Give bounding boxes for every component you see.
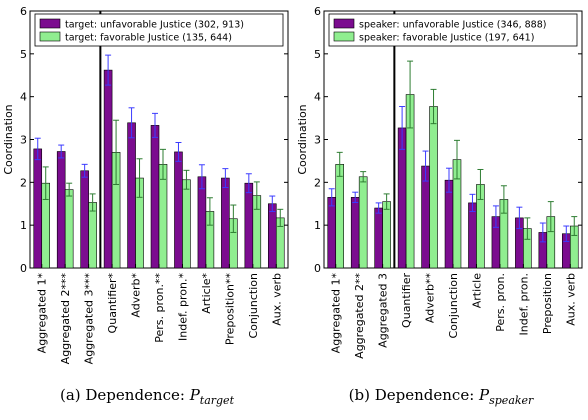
bar-unfavorable <box>244 182 254 269</box>
bar-unfavorable <box>80 170 89 269</box>
legend <box>328 13 578 47</box>
y-tick-label: 0 <box>314 262 321 275</box>
chart-panel-b: 0 1 2 3 4 5 6 Coordination Aggregated 1* Aggregat… <box>294 0 588 420</box>
bar-unfavorable <box>350 197 360 269</box>
bar-unfavorable <box>267 203 277 269</box>
y-tick-label: 5 <box>314 48 321 61</box>
chart-panel-a: 0 1 2 3 4 5 6 Coordination Aggregated 1* Aggregat… <box>0 5 294 407</box>
y-tick-label: 5 <box>20 48 27 61</box>
legend-label: speaker: unfavorable Justice (346, 888) <box>359 20 546 31</box>
x-tick-label: Article <box>470 273 483 309</box>
x-tick-label: Aggregated 2** <box>353 273 366 359</box>
bar-unfavorable <box>327 197 337 269</box>
legend-label: speaker: favorable Justice (197, 641) <box>359 33 534 44</box>
x-tick-label: Aggregated 3 <box>377 273 390 348</box>
x-tick-label: Quantifier <box>400 273 413 328</box>
bar-unfavorable <box>56 151 66 269</box>
bar-unfavorable <box>468 202 477 269</box>
x-tick-label: Preposition <box>541 273 554 334</box>
x-tick-label: Article* <box>200 273 213 314</box>
x-tick-label: Adverb* <box>130 273 143 318</box>
caption-a-subscript: target <box>199 394 234 407</box>
bar-favorable <box>158 164 168 269</box>
x-tick-label: Preposition** <box>223 273 236 346</box>
y-tick-label: 2 <box>314 176 321 189</box>
y-tick-label: 3 <box>314 134 321 147</box>
bar-favorable <box>429 106 438 269</box>
y-axis-label: Coordination <box>2 104 15 174</box>
y-tick-label: 1 <box>314 219 321 232</box>
caption-b-prefix: (b) Dependence: <box>348 386 480 404</box>
bar-favorable <box>335 164 345 269</box>
x-tick-label: Pers. pron. <box>494 273 507 332</box>
x-tick-label: Indef. pron. <box>517 273 530 336</box>
legend-swatch-unfavorable <box>333 18 355 29</box>
legend-label: target: favorable Justice (135, 644) <box>65 33 232 44</box>
y-tick-label: 3 <box>20 134 27 147</box>
y-tick-label: 2 <box>20 176 27 189</box>
y-tick-label: 4 <box>20 91 27 104</box>
bar-unfavorable <box>33 148 43 269</box>
caption-a-prefix: (a) Dependence: <box>59 386 190 404</box>
bar-favorable <box>182 179 191 269</box>
bar-unfavorable <box>197 176 207 269</box>
x-tick-label: Aggregated 2*** <box>59 273 72 365</box>
x-tick-label: Indef. pron.* <box>176 273 189 341</box>
x-tick-label: Aggregated 3*** <box>83 273 96 365</box>
y-tick-label: 4 <box>314 91 321 104</box>
caption-b-subscript: speaker <box>489 394 534 407</box>
y-tick-label: 0 <box>20 262 27 275</box>
bar-favorable <box>382 201 391 269</box>
caption-a-symbol: P <box>189 386 200 404</box>
y-tick-label: 1 <box>20 219 27 232</box>
caption-a: (a) Dependence: Ptarget <box>0 386 294 407</box>
bar-unfavorable <box>221 177 230 269</box>
legend-swatch-unfavorable <box>39 18 61 29</box>
caption-b-symbol: P <box>479 386 490 404</box>
x-tick-label: Aggregated 1* <box>36 273 49 354</box>
x-tick-label: Aggregated 1* <box>330 273 343 354</box>
y-axis-label: Coordination <box>296 104 309 174</box>
x-tick-label: Conjunction <box>247 273 260 339</box>
bar-unfavorable <box>374 207 383 269</box>
chart-b: 0 1 2 3 4 5 6 Coordination Aggregated 1* Aggregat… <box>296 5 583 359</box>
x-tick-label: Adverb** <box>424 273 437 324</box>
bar-unfavorable <box>174 151 183 269</box>
x-tick-label: Aux. verb <box>564 273 577 326</box>
bar-favorable <box>358 176 368 269</box>
x-tick-label: Aux. verb <box>270 273 283 326</box>
bar-favorable <box>88 202 97 269</box>
y-tick-label: 6 <box>20 5 27 18</box>
legend-swatch-favorable <box>333 31 355 42</box>
y-tick-label: 6 <box>314 5 321 18</box>
bar-unfavorable <box>150 125 160 269</box>
x-tick-label: Quantifier* <box>106 273 119 334</box>
legend-swatch-favorable <box>39 31 61 42</box>
bar-unfavorable <box>444 179 454 269</box>
legend-label: target: unfavorable Justice (302, 913) <box>65 20 244 31</box>
bar-unfavorable <box>127 122 136 269</box>
legend <box>34 13 284 47</box>
bar-unfavorable <box>103 69 113 269</box>
x-tick-label: Pers. pron.** <box>153 273 166 343</box>
caption-b: (b) Dependence: Pspeaker <box>294 386 588 407</box>
chart-a: 0 1 2 3 4 5 6 Coordination Aggregated 1* Aggregat… <box>2 5 289 365</box>
bar-favorable <box>64 189 74 269</box>
x-tick-label: Conjunction <box>447 273 460 339</box>
